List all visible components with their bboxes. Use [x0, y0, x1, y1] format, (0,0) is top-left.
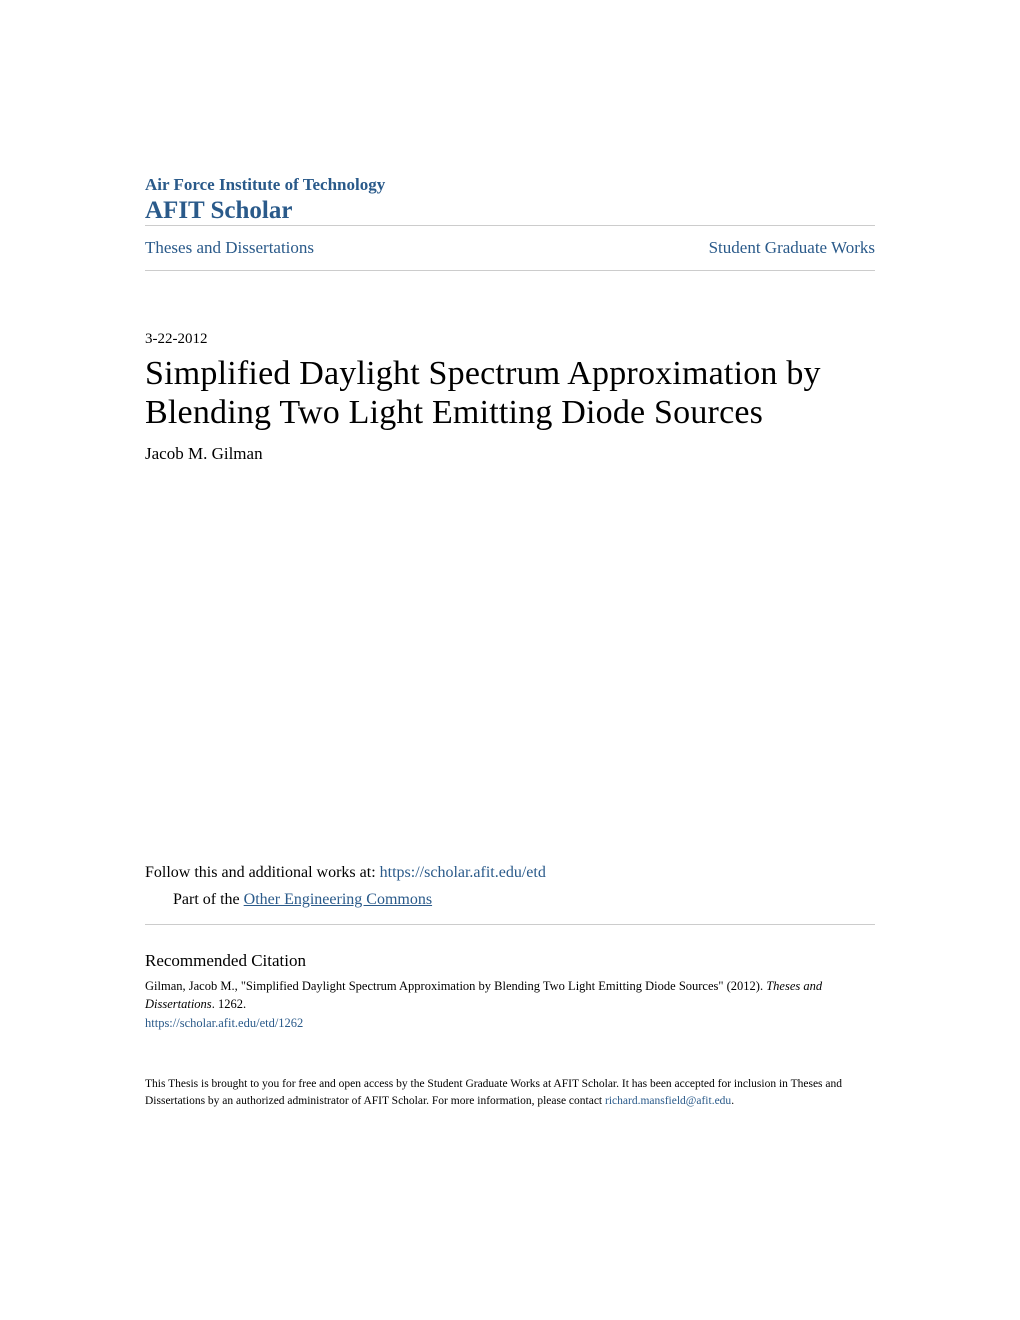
footer-text-after: . [731, 1095, 734, 1107]
divider-follow [145, 924, 875, 925]
footer-note: This Thesis is brought to you for free a… [145, 1076, 875, 1111]
citation-text: Gilman, Jacob M., "Simplified Daylight S… [145, 977, 875, 1013]
follow-line: Follow this and additional works at: htt… [145, 859, 875, 886]
follow-url-link[interactable]: https://scholar.afit.edu/etd [380, 864, 546, 881]
follow-block: Follow this and additional works at: htt… [145, 859, 875, 913]
citation-link-row: https://scholar.afit.edu/etd/1262 [145, 1016, 875, 1031]
breadcrumb: Theses and Dissertations Student Graduat… [145, 226, 875, 270]
citation-before: Gilman, Jacob M., "Simplified Daylight S… [145, 979, 766, 993]
citation-url-link[interactable]: https://scholar.afit.edu/etd/1262 [145, 1016, 303, 1030]
part-of-line: Part of the Other Engineering Commons [145, 886, 875, 913]
follow-prefix: Follow this and additional works at: [145, 864, 380, 881]
divider-breadcrumb [145, 270, 875, 271]
institution-name: Air Force Institute of Technology [145, 175, 875, 195]
citation-heading: Recommended Citation [145, 951, 875, 971]
publication-date: 3-22-2012 [145, 331, 875, 348]
breadcrumb-left-link[interactable]: Theses and Dissertations [145, 238, 314, 258]
part-of-prefix: Part of the [173, 891, 244, 908]
breadcrumb-right-link[interactable]: Student Graduate Works [709, 238, 875, 258]
part-of-link[interactable]: Other Engineering Commons [244, 891, 432, 908]
document-title: Simplified Daylight Spectrum Approximati… [145, 354, 875, 432]
document-author: Jacob M. Gilman [145, 444, 875, 464]
footer-email-link[interactable]: richard.mansfield@afit.edu [605, 1095, 731, 1107]
citation-block: Recommended Citation Gilman, Jacob M., "… [145, 939, 875, 1031]
site-name-link[interactable]: AFIT Scholar [145, 197, 292, 224]
citation-after: . 1262. [212, 997, 246, 1011]
footer-text-before: This Thesis is brought to you for free a… [145, 1078, 842, 1107]
